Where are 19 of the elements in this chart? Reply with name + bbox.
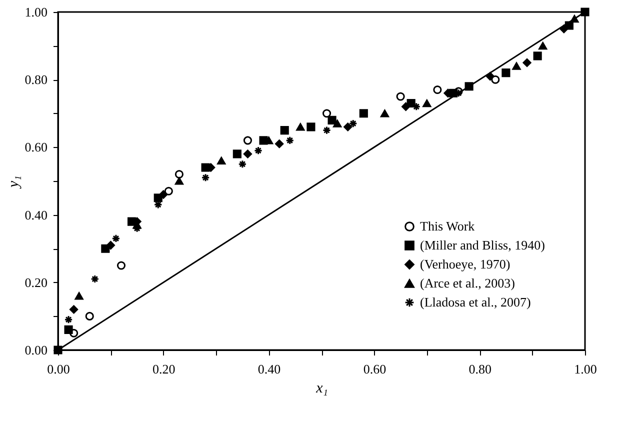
y-tick-label: 0.40 [24,207,48,222]
x-axis-title: x₁ [315,380,328,396]
y-tick-label: 0.00 [24,342,48,358]
legend-label: This Work [420,218,476,234]
x-tick-label: 0.60 [363,362,386,376]
x-tick-label: 0.00 [47,362,70,376]
y-tick-label: 0.80 [24,72,48,88]
x-tick-label: 0.20 [152,362,176,376]
legend-label: (Arce et al., 2003) [420,276,515,290]
legend-label: (Miller and Bliss, 1940) [420,238,545,252]
legend-label: (Lladosa et al., 2007) [420,294,531,310]
y-tick-label: 1.00 [24,4,48,20]
y-tick-label: 0.20 [24,274,48,290]
x-tick-label: 1.00 [574,362,597,376]
y-axis-title: y₁ [6,176,22,190]
x-tick-label: 0.40 [258,362,281,376]
y-tick-label: 0.60 [24,140,48,155]
x-tick-label: 0.80 [468,362,492,376]
legend-label: (Verhoeye, 1970) [420,256,510,272]
